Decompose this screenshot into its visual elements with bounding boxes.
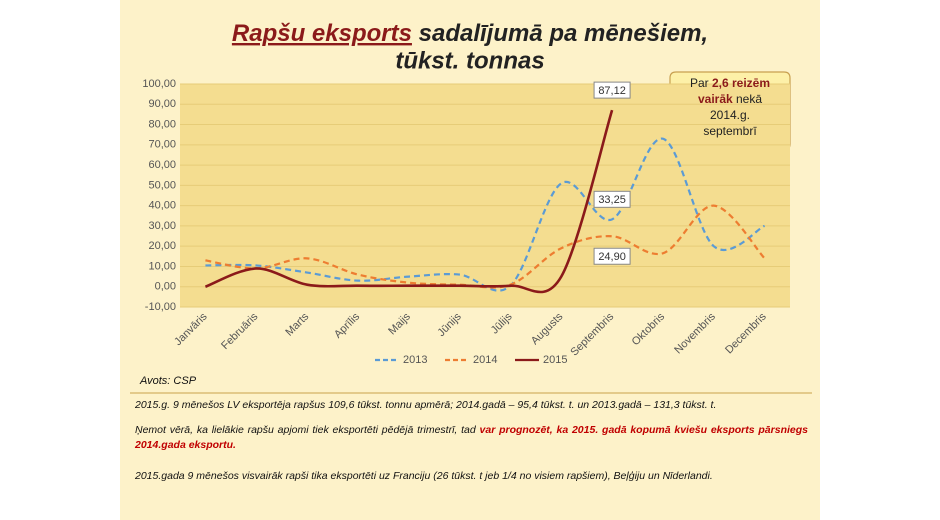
notes: 2015.g. 9 mēnešos LV eksportēja rapšus 1… bbox=[135, 398, 808, 494]
legend-label: 2013 bbox=[403, 354, 427, 366]
callout-segment: septembrī bbox=[703, 124, 757, 138]
x-tick-label: Marts bbox=[283, 310, 311, 338]
y-tick-label: 60,00 bbox=[148, 159, 176, 171]
paragraph: 2015.g. 9 mēnešos LV eksportēja rapšus 1… bbox=[135, 399, 717, 411]
callout-segment: Par bbox=[690, 76, 712, 90]
x-tick-label: Jūlijs bbox=[489, 310, 515, 336]
y-tick-label: 100,00 bbox=[142, 78, 176, 90]
series-line bbox=[205, 204, 766, 289]
x-tick-label: Septembris bbox=[568, 310, 616, 358]
y-tick-label: 80,00 bbox=[148, 118, 176, 130]
x-tick-label: Janvāris bbox=[172, 310, 210, 348]
x-tick-label: Jūnijs bbox=[435, 310, 464, 339]
y-tick-label: -10,00 bbox=[145, 301, 176, 313]
y-tick-label: 90,00 bbox=[148, 98, 176, 110]
series-line bbox=[204, 109, 614, 294]
paragraph-emphasis: var prognozēt, ka 2015. gadā kopumā kvie… bbox=[135, 424, 808, 451]
data-label-box bbox=[593, 247, 631, 265]
callout-segment: vairāk bbox=[698, 92, 733, 106]
x-tick-label: Decembris bbox=[723, 310, 769, 356]
source: Avots: CSP bbox=[139, 375, 197, 387]
y-tick-label: 0,00 bbox=[155, 281, 176, 293]
paragraph: 2015.gada 9 mēnešos visvairāk rapši tika… bbox=[135, 470, 713, 482]
legend-label: 2015 bbox=[543, 354, 567, 366]
x-tick-label: Oktobris bbox=[630, 310, 668, 348]
callout-text: vairāk nekā bbox=[698, 92, 762, 106]
y-tick-label: 70,00 bbox=[148, 139, 176, 151]
y-tick-label: 20,00 bbox=[148, 240, 176, 252]
chart-title: Rapšu eksports sadalījumā pa mēnešiem, bbox=[232, 20, 708, 47]
y-tick-label: 50,00 bbox=[148, 179, 176, 191]
y-tick-label: 10,00 bbox=[148, 260, 176, 272]
x-tick-label: Februāris bbox=[219, 310, 261, 352]
title-rest: sadalījumā pa mēnešiem, bbox=[412, 20, 708, 47]
callout-segment: 2014.g. bbox=[710, 108, 750, 122]
x-tick-label: Augusts bbox=[529, 310, 566, 347]
legend-label: 2014 bbox=[473, 354, 497, 366]
y-tick-label: 30,00 bbox=[148, 220, 176, 232]
data-label-box bbox=[593, 190, 631, 208]
title-emphasis: Rapšu eksports bbox=[232, 20, 412, 47]
y-tick-label: 40,00 bbox=[148, 200, 176, 212]
x-tick-label: Maijs bbox=[386, 310, 413, 337]
callout-segment: 2,6 reizēm bbox=[712, 76, 770, 90]
paragraph: Ņemot vērā, ka lielākie rapšu apjomi tie… bbox=[135, 423, 808, 453]
data-label: 24,90 bbox=[598, 251, 626, 263]
data-label: 33,25 bbox=[598, 194, 626, 206]
callout-text: Par 2,6 reizēm bbox=[690, 76, 770, 90]
data-label: 87,12 bbox=[598, 85, 626, 97]
chart-title-line2: tūkst. tonnas bbox=[395, 47, 544, 74]
callout-text: 2014.g. bbox=[710, 108, 750, 122]
paragraph-text: Ņemot vērā, ka lielākie rapšu apjomi tie… bbox=[135, 424, 480, 436]
data-label-box bbox=[593, 81, 631, 99]
callout-text: septembrī bbox=[703, 124, 757, 138]
callout-segment: nekā bbox=[733, 92, 763, 106]
x-tick-label: Aprīlis bbox=[332, 310, 362, 340]
x-tick-label: Novembris bbox=[672, 310, 718, 356]
plot-area bbox=[180, 84, 790, 307]
